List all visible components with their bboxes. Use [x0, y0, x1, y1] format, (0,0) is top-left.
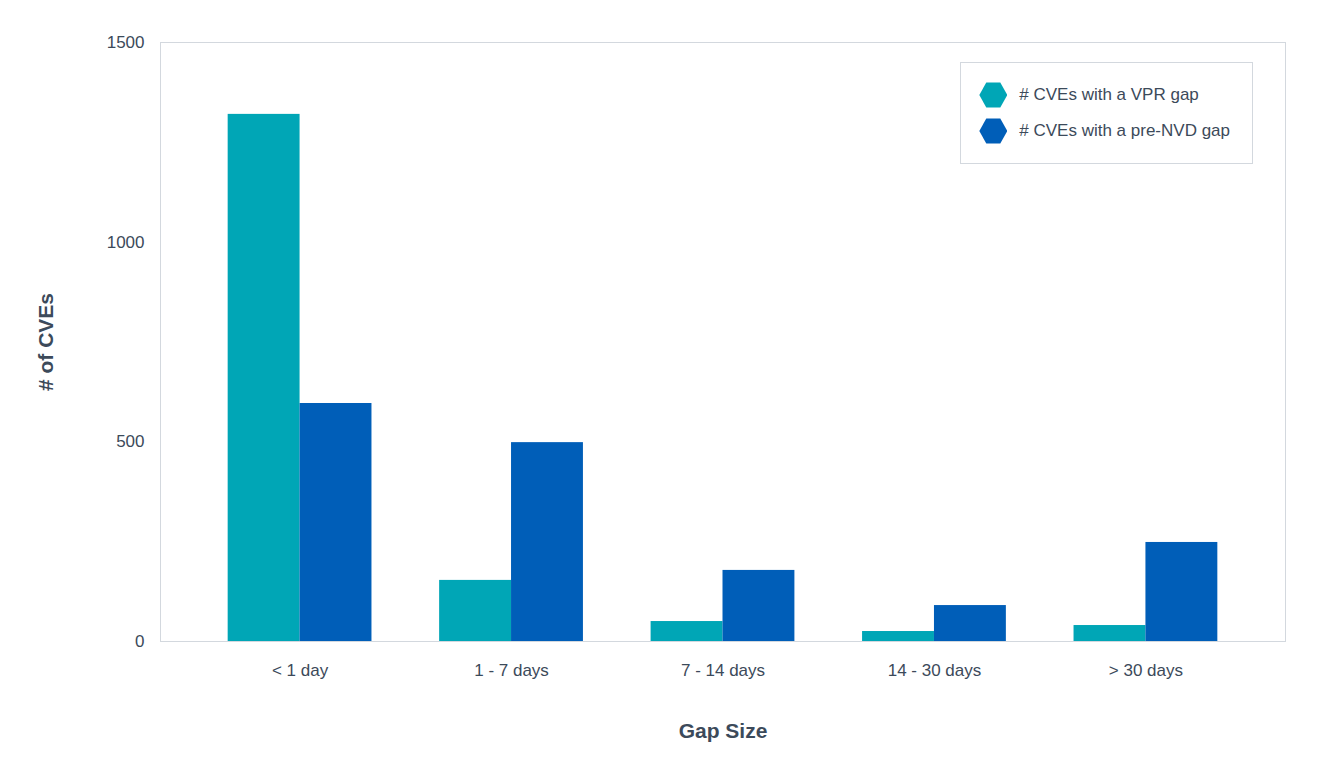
svg-text:1 - 7 days: 1 - 7 days	[474, 661, 549, 680]
html-text:# CVEs with a VPR gap: # CVEs with a VPR gap	[1019, 85, 1199, 104]
svg-text:14 - 30 days: 14 - 30 days	[888, 661, 982, 680]
svg-text:Gap Size: Gap Size	[679, 719, 768, 742]
svg-text:1500: 1500	[107, 33, 145, 52]
svg-text:> 30 days: > 30 days	[1109, 661, 1183, 680]
svg-text:0: 0	[135, 632, 144, 651]
svg-text:1000: 1000	[107, 233, 145, 252]
svg-text:< 1 day: < 1 day	[272, 661, 329, 680]
svg-text:7 - 14 days: 7 - 14 days	[681, 661, 765, 680]
svg-text:500: 500	[116, 432, 144, 451]
html-text:# CVEs with a pre-NVD gap: # CVEs with a pre-NVD gap	[1019, 121, 1230, 140]
svg-text:# of CVEs: # of CVEs	[34, 293, 57, 391]
